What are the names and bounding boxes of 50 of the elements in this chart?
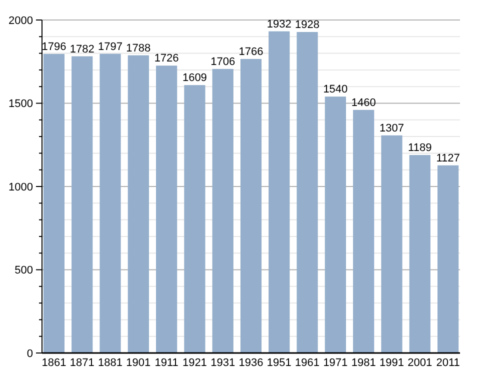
x-tick-label: 2011	[436, 357, 460, 369]
x-tick-label: 1931	[210, 357, 236, 369]
bar	[240, 58, 262, 353]
x-tick-label: 1921	[182, 357, 207, 369]
data-label: 1788	[126, 42, 151, 54]
bar	[43, 54, 65, 353]
data-label: 1797	[98, 40, 122, 53]
bar	[72, 56, 93, 353]
data-label: 1189	[408, 142, 432, 154]
x-tick-label: 1961	[295, 357, 320, 369]
x-tick-label: 2001	[408, 357, 432, 369]
data-label: 1127	[436, 152, 460, 164]
x-tick-label: 1881	[98, 357, 122, 369]
data-label: 1460	[351, 96, 376, 109]
data-label: 1540	[323, 84, 348, 96]
bar	[100, 54, 121, 353]
x-tick-label: 1991	[380, 357, 404, 369]
x-tick-label: 1871	[70, 357, 94, 369]
x-tick-label: 1911	[154, 357, 178, 369]
data-label: 1796	[42, 40, 66, 53]
bar	[268, 31, 290, 353]
data-label: 1782	[70, 43, 94, 56]
bar	[184, 85, 206, 353]
bar	[381, 135, 402, 353]
y-tick-label: 500	[14, 264, 33, 277]
bar	[212, 68, 234, 353]
y-tick-label: 0	[26, 348, 33, 360]
bar	[353, 110, 374, 353]
x-tick-label: 1901	[126, 357, 151, 369]
data-label: 1609	[182, 72, 207, 84]
data-label: 1932	[266, 18, 292, 30]
data-label: 1307	[380, 122, 404, 134]
data-label: 1766	[238, 46, 264, 58]
x-tick-label: 1971	[323, 357, 348, 369]
data-label: 1706	[210, 56, 236, 68]
bar	[128, 55, 149, 353]
x-tick-label: 1936	[238, 357, 264, 369]
data-label: 1928	[295, 18, 320, 31]
y-tick-label: 1500	[8, 98, 33, 110]
data-label: 1726	[154, 52, 179, 65]
bar	[156, 66, 178, 353]
y-tick-label: 2000	[8, 14, 33, 27]
bar	[437, 165, 459, 353]
bar	[296, 32, 318, 353]
x-tick-label: 1981	[351, 357, 376, 369]
x-tick-label: 1861	[42, 357, 66, 369]
bar	[324, 96, 346, 353]
x-tick-label: 1951	[266, 357, 292, 369]
y-tick-label: 1000	[8, 181, 33, 194]
bar	[409, 155, 430, 353]
